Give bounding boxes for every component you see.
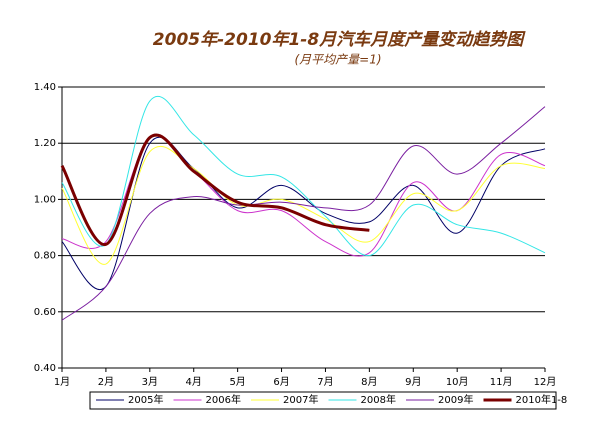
series-line xyxy=(61,145,546,265)
legend-label: 2008年 xyxy=(361,393,396,406)
legend-label: 2009年 xyxy=(438,393,473,406)
series-line xyxy=(61,106,546,321)
x-tick-label: 3月 xyxy=(142,376,158,388)
x-tick-label: 9月 xyxy=(405,376,421,388)
legend-label: 2007年 xyxy=(283,393,318,406)
chart-subtitle: (月平均产量=1) xyxy=(294,53,381,67)
series-line xyxy=(61,95,546,257)
x-tick-label: 10月 xyxy=(446,376,469,388)
y-tick-label: 1.20 xyxy=(34,138,56,149)
y-tick-label: 0.80 xyxy=(34,251,56,262)
x-tick-label: 8月 xyxy=(361,376,377,388)
chart-title: 2005年-2010年1-8月汽车月度产量变动趋势图 xyxy=(153,30,526,50)
legend-label: 2006年 xyxy=(206,393,241,406)
y-tick-label: 1.00 xyxy=(34,194,56,205)
series-line xyxy=(61,136,546,290)
x-tick-label: 2月 xyxy=(98,376,114,388)
y-tick-label: 0.60 xyxy=(34,307,56,318)
series-line xyxy=(60,133,370,246)
x-tick-label: 1月 xyxy=(54,376,70,388)
y-tick-label: 0.40 xyxy=(34,363,56,374)
x-tick-label: 4月 xyxy=(186,376,202,388)
y-tick-label: 1.40 xyxy=(34,82,56,93)
x-tick-label: 6月 xyxy=(273,376,289,388)
x-tick-label: 7月 xyxy=(317,376,333,388)
legend-label: 2005年 xyxy=(128,393,163,406)
series-line xyxy=(61,134,546,257)
legend-box xyxy=(89,391,557,410)
x-tick-label: 12月 xyxy=(534,376,557,388)
x-tick-label: 5月 xyxy=(229,376,245,388)
x-tick-label: 11月 xyxy=(490,376,513,388)
legend-label: 2010年1-8 xyxy=(516,393,568,406)
